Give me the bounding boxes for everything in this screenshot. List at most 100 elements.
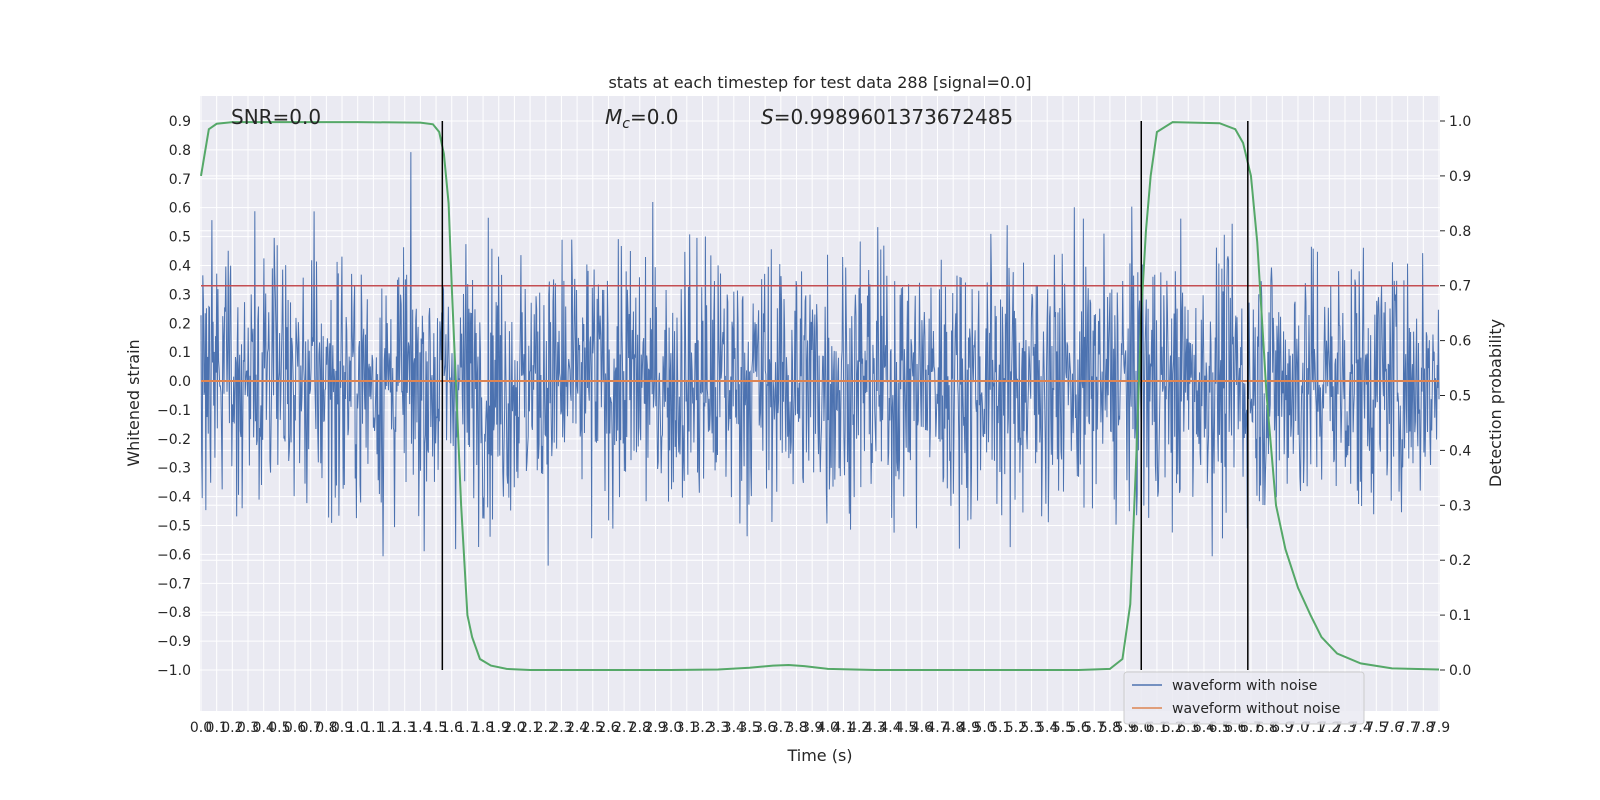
y-tick-label-left: 0.1 xyxy=(169,345,191,361)
x-tick-label: 5.5 xyxy=(1052,720,1074,736)
x-tick-label: 1.8 xyxy=(472,720,494,736)
x-tick-label: 5.4 xyxy=(1036,720,1058,736)
x-tick-label: 1.9 xyxy=(488,720,510,736)
x-tick-label: 4.7 xyxy=(926,720,948,736)
x-tick-label: 5.8 xyxy=(1099,720,1121,736)
x-tick-label: 7.7 xyxy=(1397,720,1419,736)
x-tick-label: 5.7 xyxy=(1083,720,1105,736)
x-tick-label: 4.2 xyxy=(848,720,870,736)
chart-title: stats at each timestep for test data 288… xyxy=(608,73,1031,92)
x-tick-label: 5.3 xyxy=(1020,720,1042,736)
y-tick-label-right: 0.2 xyxy=(1449,553,1471,569)
y-tick-label-left: 0.5 xyxy=(169,230,191,246)
x-tick-label: 7.9 xyxy=(1428,720,1450,736)
x-tick-label: 1.2 xyxy=(378,720,400,736)
y-tick-label-right: 1.0 xyxy=(1449,114,1471,130)
waveform-with-noise-line xyxy=(200,152,1440,566)
x-tick-label: 5.2 xyxy=(1005,720,1027,736)
x-tick-label: 3.6 xyxy=(754,720,776,736)
x-tick-label: 0.4 xyxy=(253,720,275,736)
y-tick-label-left: 0.3 xyxy=(169,287,191,303)
chirp-mass-annotation: Mc=0.0 xyxy=(605,105,679,132)
y-tick-label-right: 0.9 xyxy=(1449,169,1471,185)
y-tick-label-right: 0.7 xyxy=(1449,279,1471,295)
x-tick-label: 2.1 xyxy=(519,720,541,736)
chirp-mass-value: =0.0 xyxy=(630,105,679,129)
x-tick-label: 4.8 xyxy=(942,720,964,736)
y-tick-label-left: −0.1 xyxy=(157,403,191,419)
y-tick-label-left: −0.6 xyxy=(157,547,191,563)
x-tick-label: 7.8 xyxy=(1412,720,1434,736)
y-axis-label-right: Detection probability xyxy=(1486,319,1505,487)
chirp-mass-symbol: M xyxy=(605,105,622,129)
x-tick-label: 4.9 xyxy=(958,720,980,736)
x-tick-label: 3.9 xyxy=(801,720,823,736)
x-tick-label: 3.3 xyxy=(707,720,729,736)
y-tick-label-right: 0.4 xyxy=(1449,443,1471,459)
x-tick-label: 4.0 xyxy=(817,720,839,736)
y-tick-label-right: 0.1 xyxy=(1449,608,1471,624)
x-tick-label: 3.0 xyxy=(660,720,682,736)
x-axis-label: Time (s) xyxy=(786,746,852,765)
x-tick-label: 1.6 xyxy=(441,720,463,736)
y-tick-label-left: −0.4 xyxy=(157,490,191,506)
x-tick-label: 3.8 xyxy=(785,720,807,736)
x-tick-label: 0.8 xyxy=(315,720,337,736)
x-tick-label: 2.6 xyxy=(597,720,619,736)
y-tick-label-left: −0.5 xyxy=(157,519,191,535)
s-annotation: S=0.9989601373672485 xyxy=(761,105,1013,129)
x-tick-label: 3.4 xyxy=(723,720,745,736)
x-tick-label: 2.7 xyxy=(613,720,635,736)
x-tick-label: 3.2 xyxy=(691,720,713,736)
s-symbol: S xyxy=(761,105,774,129)
x-tick-label: 3.1 xyxy=(676,720,698,736)
x-tick-label: 7.5 xyxy=(1365,720,1387,736)
x-tick-label: 2.5 xyxy=(582,720,604,736)
y-tick-label-left: 0.8 xyxy=(169,143,191,159)
x-tick-label: 2.8 xyxy=(629,720,651,736)
x-tick-label: 2.3 xyxy=(550,720,572,736)
x-tick-label: 1.1 xyxy=(362,720,384,736)
x-tick-label: 5.0 xyxy=(973,720,995,736)
x-tick-label: 4.6 xyxy=(911,720,933,736)
y-tick-label-right: 0.0 xyxy=(1449,663,1471,679)
x-tick-label: 0.7 xyxy=(300,720,322,736)
x-tick-label: 1.4 xyxy=(409,720,431,736)
grid xyxy=(200,96,1440,711)
detection-probability-line xyxy=(200,121,1440,671)
axes: 0.00.10.20.30.40.50.60.70.80.91.01.11.21… xyxy=(157,114,1471,736)
x-tick-label: 4.5 xyxy=(895,720,917,736)
y-tick-label-left: 0.9 xyxy=(169,114,191,130)
x-tick-label: 0.9 xyxy=(331,720,353,736)
legend: waveform with noise waveform without noi… xyxy=(1123,671,1365,725)
y-tick-label-right: 0.5 xyxy=(1449,389,1471,405)
s-value: =0.9989601373672485 xyxy=(774,105,1013,129)
y-tick-label-left: −0.3 xyxy=(157,461,191,477)
x-tick-label: 4.1 xyxy=(832,720,854,736)
x-tick-label: 3.5 xyxy=(738,720,760,736)
x-tick-label: 7.6 xyxy=(1381,720,1403,736)
x-tick-label: 1.3 xyxy=(394,720,416,736)
x-tick-label: 3.7 xyxy=(770,720,792,736)
x-tick-label: 1.0 xyxy=(347,720,369,736)
chirp-mass-subscript: c xyxy=(622,116,630,132)
x-tick-label: 0.6 xyxy=(284,720,306,736)
x-tick-label: 2.0 xyxy=(503,720,525,736)
y-tick-label-right: 0.3 xyxy=(1449,498,1471,514)
y-axis-label-left: Whitened strain xyxy=(124,339,143,466)
x-tick-label: 0.3 xyxy=(237,720,259,736)
y-tick-label-left: 0.0 xyxy=(169,374,191,390)
x-tick-label: 2.4 xyxy=(566,720,588,736)
y-tick-label-left: −0.2 xyxy=(157,432,191,448)
x-tick-label: 4.3 xyxy=(864,720,886,736)
x-tick-label: 4.4 xyxy=(879,720,901,736)
y-tick-label-left: −0.8 xyxy=(157,605,191,621)
y-tick-label-left: 0.4 xyxy=(169,258,191,274)
x-tick-label: 0.2 xyxy=(221,720,243,736)
legend-label-noise: waveform with noise xyxy=(1172,678,1317,694)
legend-label-clean: waveform without noise xyxy=(1172,701,1340,717)
y-tick-label-left: −0.7 xyxy=(157,576,191,592)
legend-box xyxy=(1123,671,1365,725)
x-tick-label: 0.5 xyxy=(268,720,290,736)
